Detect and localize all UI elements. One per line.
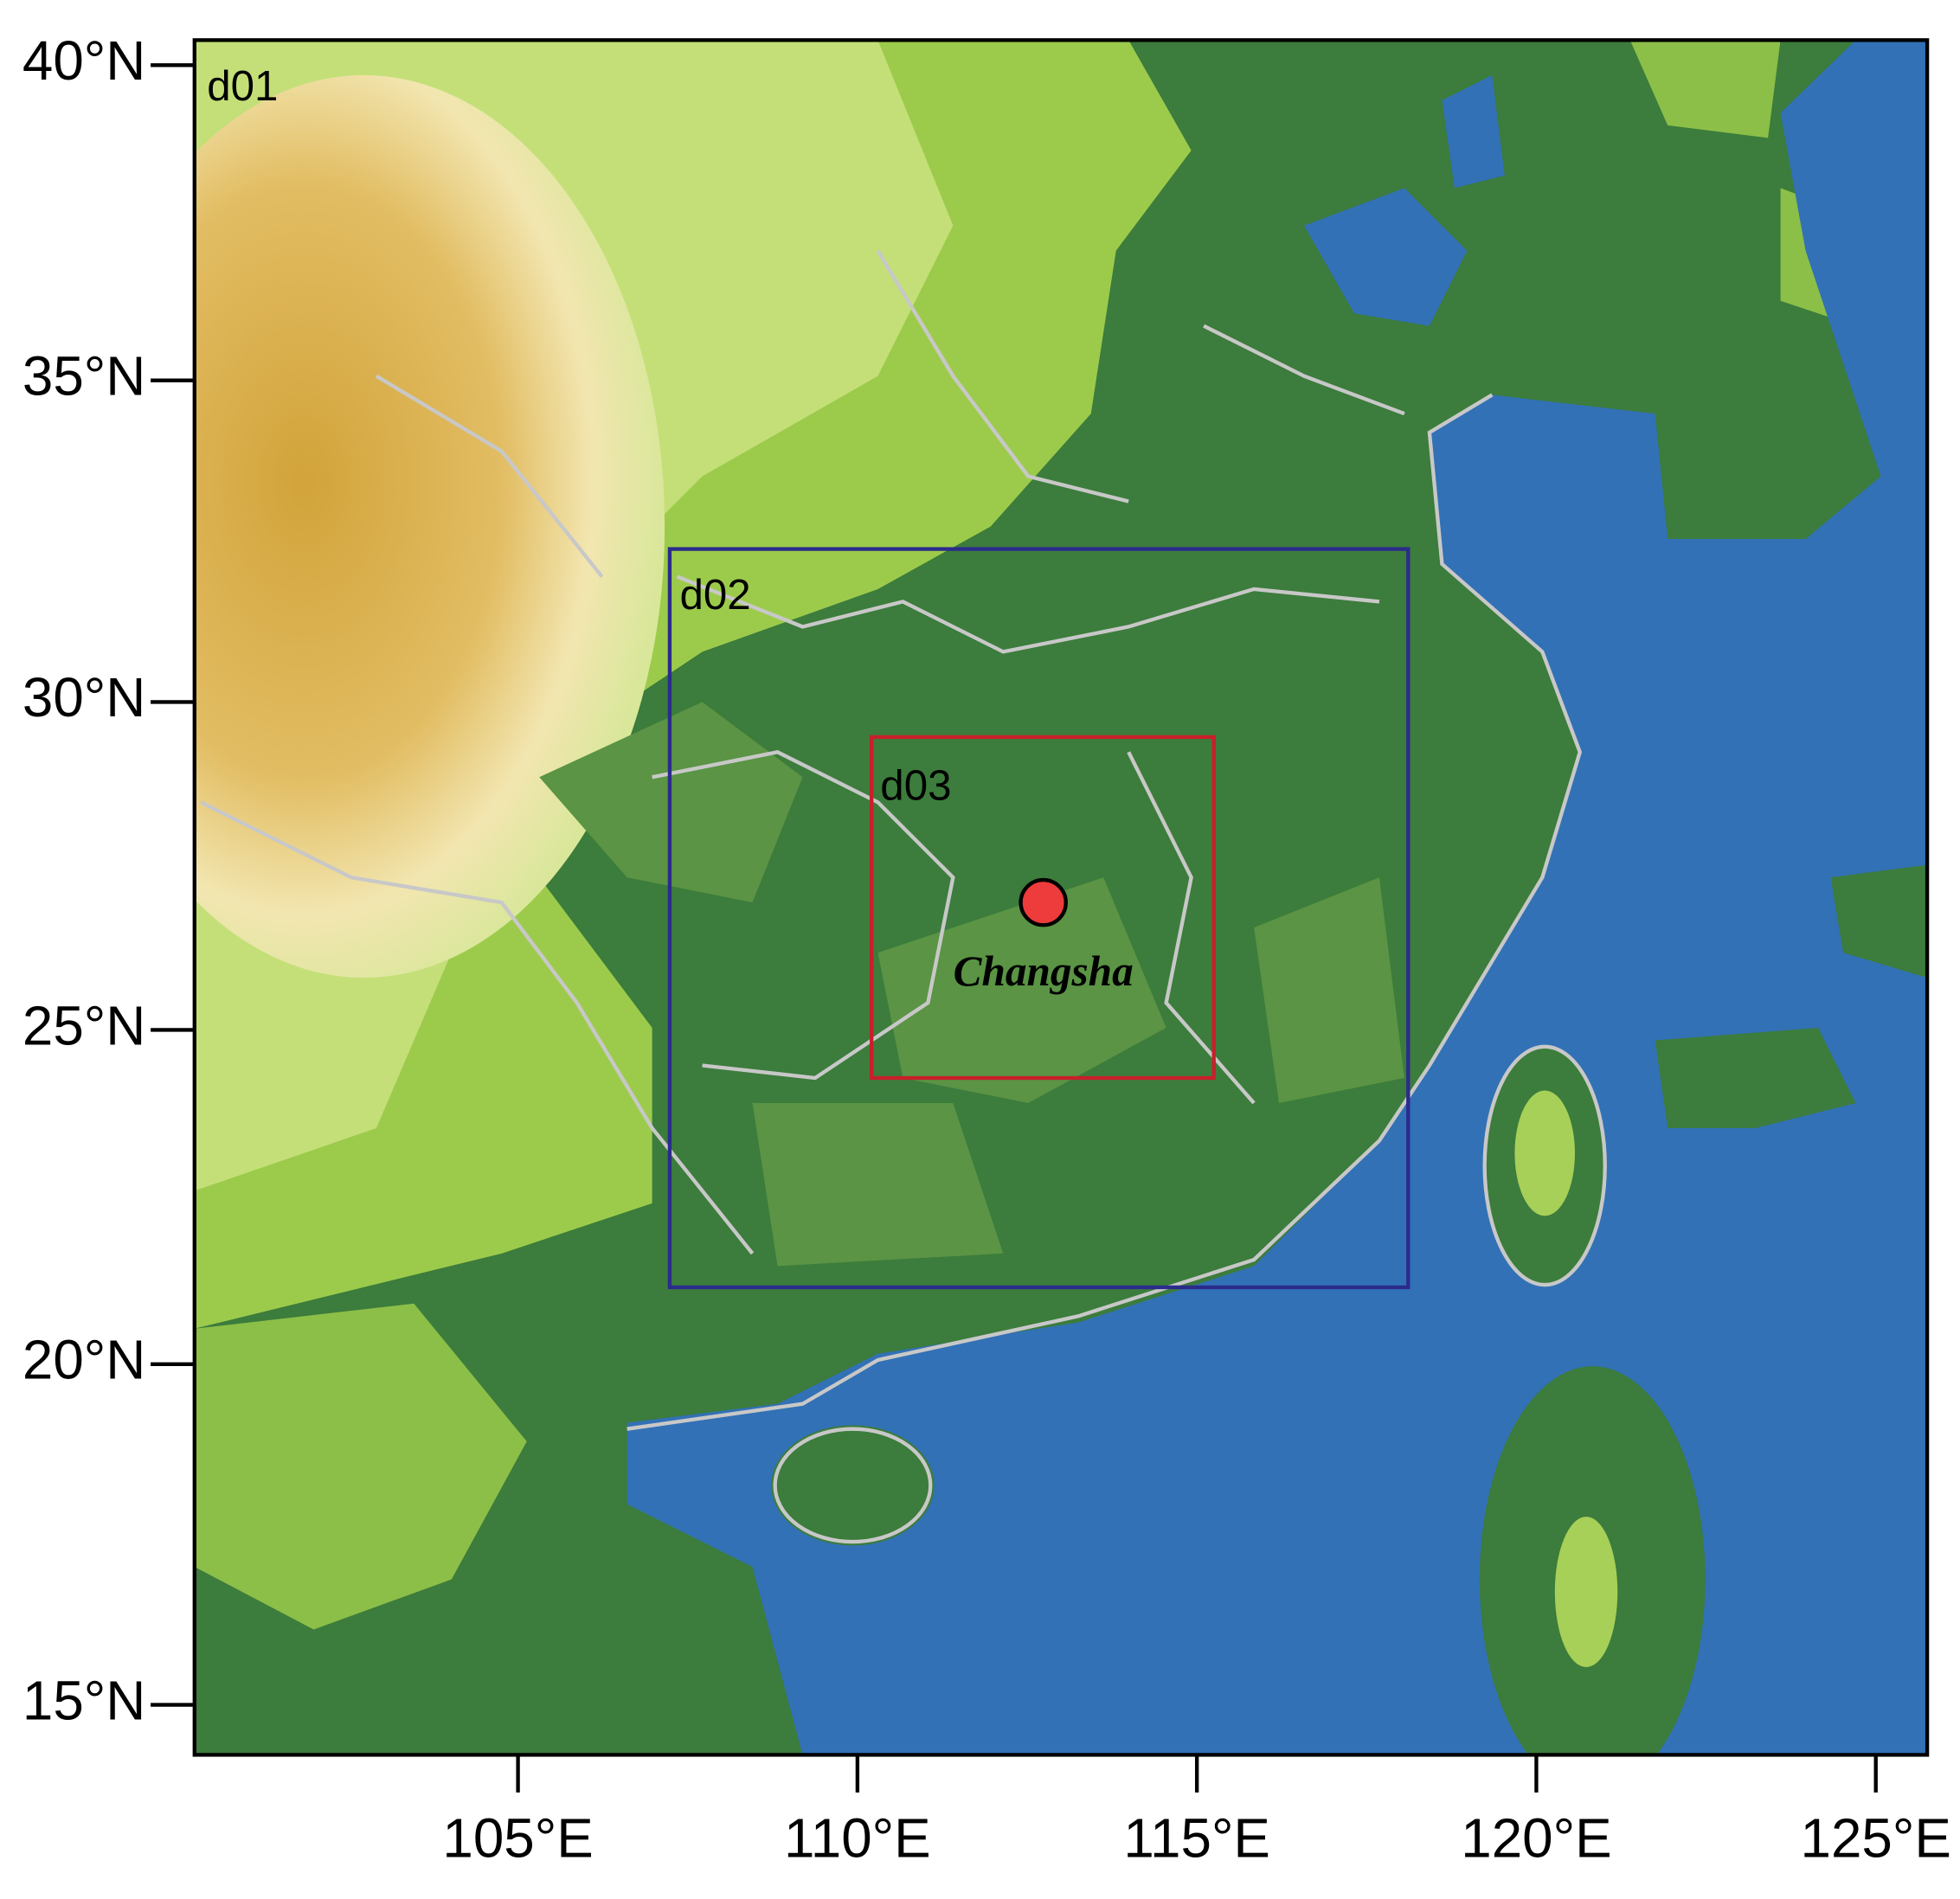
city-label: Changsha (954, 947, 1134, 995)
lat-tick-label: 20°N (22, 1329, 145, 1391)
lat-tick-label: 30°N (22, 666, 145, 728)
lon-tick-label: 105°E (442, 1807, 593, 1870)
lat-tick-label: 35°N (22, 345, 145, 407)
city-marker (1019, 877, 1068, 927)
lon-tick-label: 125°E (1801, 1807, 1951, 1870)
lon-tick-label: 110°E (784, 1807, 931, 1870)
lon-tick-label: 120°E (1461, 1807, 1611, 1870)
domain-label: d01 (207, 62, 278, 110)
domain-label: d02 (680, 571, 751, 619)
terrain (194, 40, 1928, 1755)
lon-tick-label: 115°E (1123, 1807, 1270, 1870)
lat-tick-label: 25°N (22, 994, 145, 1056)
domain-d02 (667, 547, 1411, 1290)
domain-d03 (870, 735, 1216, 1081)
domain-label: d03 (880, 761, 951, 809)
lat-tick-label: 15°N (22, 1669, 145, 1731)
lat-tick-label: 40°N (22, 29, 145, 92)
domain-d01 (192, 38, 1930, 1757)
